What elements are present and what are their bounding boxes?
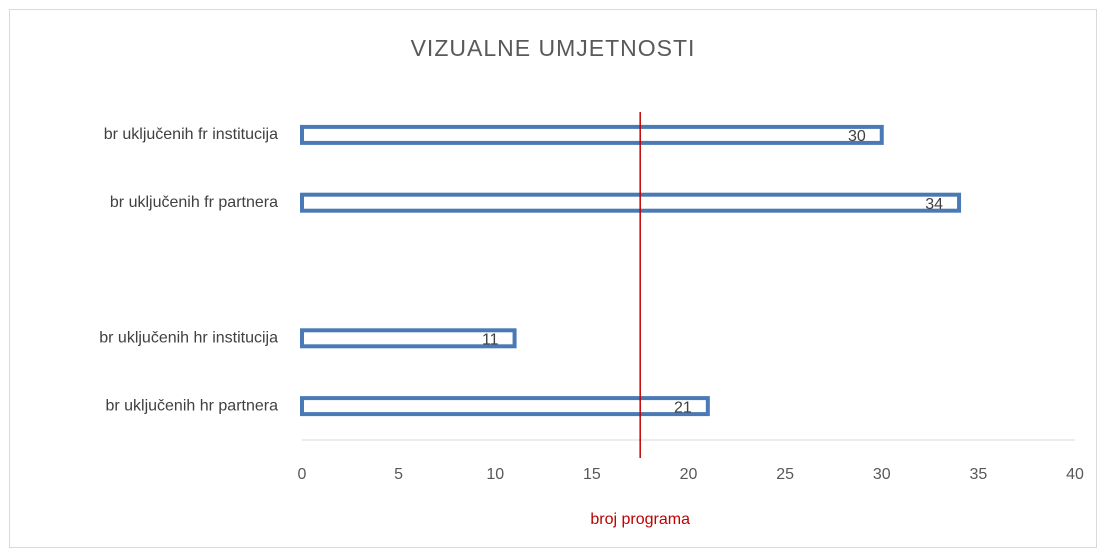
bar (300, 124, 884, 145)
bar (300, 396, 710, 417)
y-tick-label: br uključenih hr institucija (99, 330, 278, 347)
x-tick-label: 25 (776, 466, 794, 483)
bar (300, 192, 962, 213)
x-tick-label: 5 (394, 466, 403, 483)
reference-label: broj programa (590, 511, 690, 528)
x-tick-label: 10 (486, 466, 504, 483)
chart-title: VIZUALNE UMJETNOSTI (411, 35, 696, 61)
value-label: 34 (925, 196, 943, 213)
y-tick-label: br uključenih fr partnera (110, 194, 278, 211)
y-tick-label: br uključenih hr partnera (105, 397, 278, 414)
x-tick-label: 30 (873, 466, 891, 483)
x-tick-label: 35 (969, 466, 987, 483)
value-label: 11 (482, 332, 499, 349)
bar (300, 328, 517, 349)
x-tick-label: 0 (298, 466, 307, 483)
x-tick-label: 20 (680, 466, 698, 483)
y-tick-label: br uključenih fr institucija (104, 126, 278, 143)
value-label: 21 (674, 399, 692, 416)
x-tick-label: 15 (583, 466, 601, 483)
x-tick-label: 40 (1066, 466, 1084, 483)
value-label: 30 (848, 128, 866, 145)
chart-border (9, 9, 1097, 548)
